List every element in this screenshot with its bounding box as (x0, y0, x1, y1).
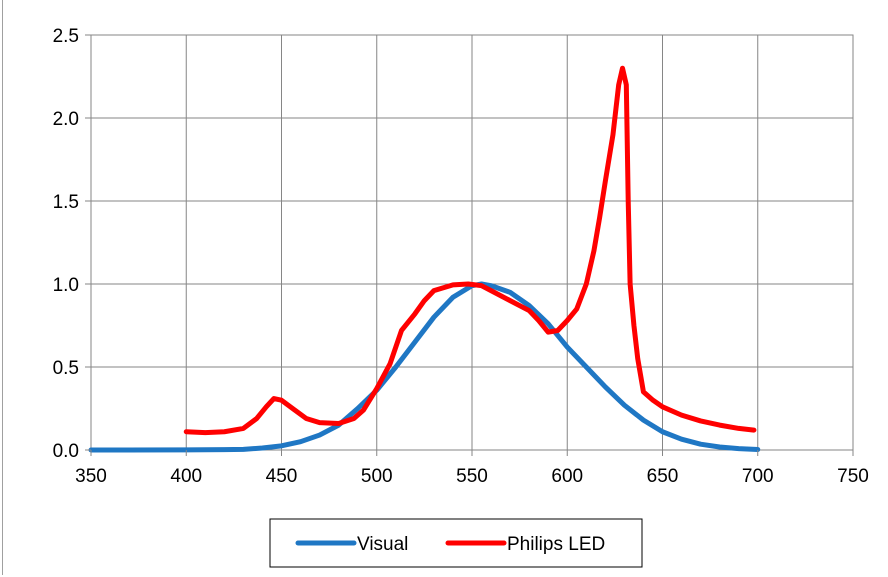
y-tick-label: 2.5 (53, 26, 79, 47)
x-tick-label: 550 (456, 466, 488, 487)
legend-label-visual: Visual (357, 534, 408, 555)
y-tick-label: 1.0 (53, 275, 79, 296)
legend: Visual Philips LED (269, 518, 643, 568)
line-chart: 350 400 450 500 550 600 650 700 750 0.0 0.5 1.0 1.5 2… (53, 26, 869, 568)
y-tick-label: 1.5 (53, 192, 79, 213)
y-tick-label: 0.5 (53, 358, 79, 379)
y-tick-label: 2.0 (53, 109, 79, 130)
x-tick-label: 600 (551, 466, 583, 487)
series-line-philips-led (183, 65, 757, 436)
x-tick-label: 750 (837, 466, 869, 487)
legend-label-philips-led: Philips LED (507, 534, 605, 555)
grid-layer (90, 34, 854, 451)
x-tick-label: 400 (170, 466, 202, 487)
y-tick-label: 0.0 (53, 441, 79, 462)
x-tick-label: 500 (361, 466, 393, 487)
x-tick-label: 450 (266, 466, 298, 487)
series-layer (88, 65, 761, 453)
x-tick-label: 700 (742, 466, 774, 487)
tick-layer: 350 400 450 500 550 600 650 700 750 0.0 0.5 1.0 1.5 2… (53, 26, 869, 487)
x-tick-label: 350 (75, 466, 107, 487)
x-tick-label: 650 (647, 466, 679, 487)
